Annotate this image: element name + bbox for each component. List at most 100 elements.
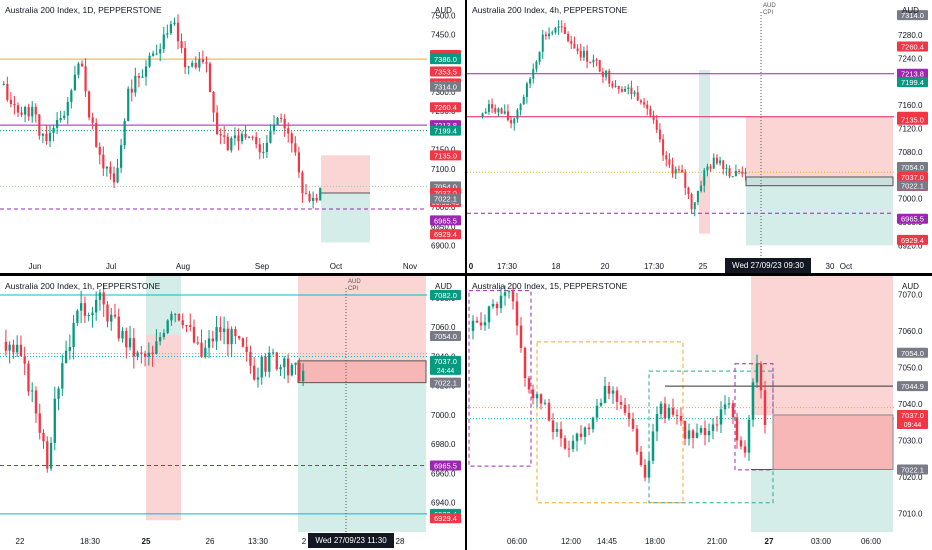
candle-body bbox=[121, 330, 124, 339]
chart-panel-daily[interactable]: 7500.07450.07400.07350.07300.07250.07200… bbox=[0, 0, 465, 273]
price-badge-label: 7054.0 bbox=[901, 163, 924, 172]
candle-body bbox=[627, 412, 631, 419]
time-tick: 17:30 bbox=[497, 262, 518, 271]
candle-body bbox=[237, 336, 241, 339]
candle-body bbox=[152, 53, 155, 56]
candle-body bbox=[751, 382, 755, 420]
currency-label: AUD bbox=[902, 6, 919, 15]
price-badge-label: 7022.1 bbox=[901, 465, 924, 474]
time-tick: 06:00 bbox=[861, 537, 882, 546]
price-badge bbox=[897, 347, 928, 358]
candle-body bbox=[614, 85, 617, 87]
candle-body bbox=[298, 362, 301, 382]
chart-svg-bl[interactable]: AUDCPI7080.07060.07040.07020.07000.06980… bbox=[0, 276, 465, 550]
price-tick: 7000.0 bbox=[431, 411, 456, 420]
price-tick: 7280.0 bbox=[898, 31, 923, 40]
candle-body bbox=[519, 325, 523, 348]
position-zone bbox=[751, 469, 893, 532]
candle-body bbox=[4, 341, 8, 351]
candle-body bbox=[684, 172, 687, 188]
price-badge bbox=[430, 215, 461, 226]
time-tick: 12:00 bbox=[561, 537, 582, 546]
price-tick: 7500.0 bbox=[431, 11, 456, 20]
candle-body bbox=[219, 327, 222, 332]
candle-body bbox=[66, 101, 69, 116]
price-badge bbox=[430, 102, 461, 113]
chart-panel-15m[interactable]: 7070.0 7060.0 7050.0 7040.0 7030.0 7020.0 7010… bbox=[467, 276, 932, 550]
candle-body bbox=[68, 347, 72, 351]
candle-body bbox=[268, 352, 271, 372]
candle-body bbox=[586, 50, 589, 62]
candle-body bbox=[731, 176, 734, 178]
candle-body bbox=[617, 85, 620, 90]
price-tick: 6950.0 bbox=[431, 222, 456, 231]
candle-body bbox=[711, 424, 715, 431]
candle-body bbox=[647, 460, 651, 478]
candle-body bbox=[503, 292, 507, 296]
candle-body bbox=[283, 358, 286, 368]
candle-body bbox=[237, 135, 240, 142]
price-tick: 7100.0 bbox=[431, 165, 456, 174]
price-tick: 7000.0 bbox=[898, 195, 923, 204]
candle-body bbox=[208, 63, 212, 93]
price-badge-label: 7135.0 bbox=[901, 116, 924, 125]
horizontal-divider[interactable] bbox=[0, 273, 932, 276]
candle-body bbox=[256, 377, 260, 380]
chart-panel-1h[interactable]: AUDCPI7080.07060.07040.07020.07000.06980… bbox=[0, 276, 465, 550]
candle-body bbox=[719, 409, 723, 425]
candle-body bbox=[668, 159, 671, 165]
candle-body bbox=[301, 172, 304, 194]
candle-body bbox=[6, 83, 9, 100]
candle-body bbox=[543, 402, 547, 404]
time-tick: Nov bbox=[403, 262, 417, 271]
time-tick: Sep bbox=[255, 262, 270, 271]
chart-panel-4h[interactable]: AUDCPI7280.07240.07200.07160.07120.07080… bbox=[467, 0, 932, 273]
candle-body bbox=[715, 157, 718, 164]
candle-body bbox=[646, 104, 649, 109]
candle-body bbox=[523, 347, 527, 379]
price-badge-label: 7037.0 bbox=[901, 411, 924, 420]
candle-body bbox=[59, 118, 62, 120]
candle-body bbox=[315, 197, 318, 201]
candle-body bbox=[24, 106, 27, 115]
candle-body bbox=[551, 32, 554, 34]
candle-body bbox=[137, 75, 140, 78]
price-badge bbox=[897, 41, 928, 52]
candle-body bbox=[681, 170, 684, 173]
chart-svg-tr[interactable]: AUDCPI7280.07240.07200.07160.07120.07080… bbox=[467, 0, 932, 273]
candle-body bbox=[734, 170, 737, 177]
candle-body bbox=[19, 344, 23, 357]
chart-svg-tl[interactable]: 7500.07450.07400.07350.07300.07250.07200… bbox=[0, 0, 465, 273]
candle-body bbox=[155, 341, 158, 355]
candle-body bbox=[226, 136, 229, 151]
candle-body bbox=[222, 328, 226, 332]
candle-body bbox=[180, 41, 183, 49]
candle-body bbox=[198, 59, 201, 68]
position-zone bbox=[699, 70, 710, 177]
candle-body bbox=[98, 146, 101, 155]
candle-body bbox=[674, 169, 677, 174]
time-tick: 18:30 bbox=[80, 537, 101, 546]
candle-body bbox=[538, 51, 541, 62]
candle-body bbox=[677, 169, 680, 171]
candle-body bbox=[744, 172, 747, 174]
candle-body bbox=[264, 356, 267, 372]
position-zone bbox=[746, 116, 893, 177]
candle-body bbox=[258, 144, 261, 153]
candle-body bbox=[727, 403, 731, 405]
candle-body bbox=[643, 464, 647, 478]
candle-body bbox=[105, 166, 108, 169]
candle-body bbox=[304, 193, 308, 195]
candle-body bbox=[286, 358, 290, 376]
candle-body bbox=[8, 344, 11, 351]
price-tick: 6900.0 bbox=[431, 241, 456, 250]
candle-body bbox=[166, 33, 169, 35]
price-badge bbox=[430, 150, 461, 161]
candle-body bbox=[483, 322, 487, 326]
candle-body bbox=[655, 413, 659, 432]
candle-body bbox=[611, 390, 615, 394]
price-badge-label: 7199.4 bbox=[434, 127, 457, 136]
chart-svg-br[interactable]: 7070.0 7060.0 7050.0 7040.0 7030.0 7020.0 7010… bbox=[467, 276, 932, 550]
candle-body bbox=[507, 291, 511, 293]
candle-body bbox=[125, 330, 128, 348]
